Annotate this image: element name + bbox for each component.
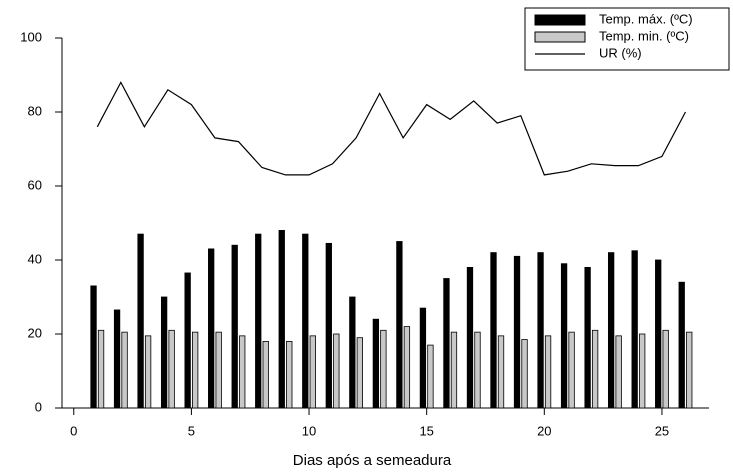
bar	[239, 335, 246, 409]
y-tick-label: 60	[28, 177, 42, 192]
bar	[443, 278, 450, 409]
bar	[466, 266, 474, 409]
bar	[521, 339, 528, 409]
bar	[544, 335, 552, 409]
bar	[262, 340, 269, 409]
bar	[639, 333, 646, 409]
x-axis-label: Dias após a semeadura	[293, 452, 452, 469]
legend-label: UR (%)	[599, 45, 642, 60]
bar	[286, 340, 293, 409]
bar	[309, 335, 316, 409]
bar	[121, 331, 128, 409]
bar	[215, 331, 222, 409]
bar	[678, 281, 685, 409]
bar	[372, 318, 380, 409]
bar	[607, 252, 615, 409]
legend-label: Temp. máx. (ºC)	[599, 11, 693, 26]
bar	[537, 252, 544, 409]
line	[96, 81, 687, 176]
bar	[474, 331, 481, 409]
bar	[160, 296, 168, 409]
bar	[513, 255, 521, 409]
x-tick-label: 10	[302, 423, 316, 438]
bar	[325, 242, 332, 409]
bar	[113, 309, 121, 409]
y-tick-label: 20	[28, 325, 42, 340]
bar	[427, 344, 434, 409]
bar	[191, 331, 199, 409]
x-tick-label: 5	[188, 423, 195, 438]
bar	[137, 233, 144, 409]
bar	[396, 241, 403, 409]
bar	[497, 335, 505, 409]
bar	[631, 250, 638, 409]
bar	[450, 331, 458, 409]
legend-swatch	[534, 14, 586, 26]
y-tick-label: 80	[28, 103, 42, 118]
bar	[97, 329, 105, 409]
bar	[655, 259, 662, 409]
bar	[231, 244, 238, 409]
y-tick-label: 40	[28, 251, 42, 266]
x-tick-label: 0	[70, 423, 77, 438]
bar	[380, 329, 387, 409]
bar	[208, 248, 215, 409]
bar	[255, 233, 262, 409]
bar	[278, 229, 285, 409]
bar	[356, 337, 363, 409]
bar	[591, 329, 599, 409]
bar	[302, 233, 309, 409]
legend-label: Temp. min. (ºC)	[599, 28, 689, 43]
bar	[560, 263, 568, 409]
bar	[144, 335, 152, 409]
bar	[168, 329, 175, 409]
bar	[686, 331, 693, 409]
x-tick-label: 20	[537, 423, 551, 438]
bar	[568, 331, 575, 409]
bar	[333, 333, 340, 409]
bar	[490, 252, 497, 409]
bar	[90, 285, 97, 409]
bar	[584, 266, 591, 409]
y-tick-label: 0	[35, 399, 42, 414]
x-tick-label: 25	[655, 423, 669, 438]
bar	[419, 307, 427, 409]
bar	[349, 296, 356, 409]
legend-swatch	[534, 31, 586, 43]
bar	[184, 272, 191, 409]
y-tick-label: 100	[20, 29, 42, 44]
bar	[615, 335, 622, 409]
bar	[662, 329, 669, 409]
x-tick-label: 15	[419, 423, 433, 438]
bar	[403, 326, 411, 409]
